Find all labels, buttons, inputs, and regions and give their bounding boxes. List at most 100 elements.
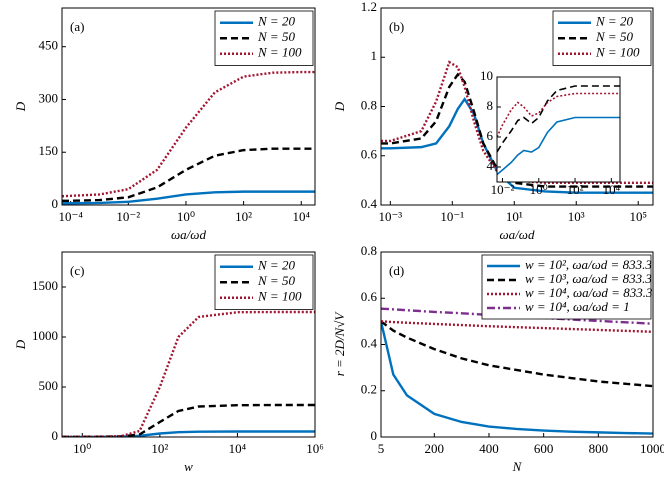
x-tick-label: 10⁶ bbox=[306, 441, 324, 456]
y-tick-label: 1500 bbox=[32, 278, 58, 293]
axes-box bbox=[496, 76, 621, 183]
series-line bbox=[62, 403, 315, 437]
series-line bbox=[62, 70, 315, 198]
panel-label: (b) bbox=[389, 19, 404, 34]
panel-label: (c) bbox=[70, 263, 84, 278]
panel: 10⁻⁴ 10⁻² 10⁰ 10² 10⁴ 0 150 300 450 (a) ωa/ωd D N = … bbox=[13, 7, 316, 242]
y-tick-label: 0.2 bbox=[361, 382, 377, 397]
legend-label: N = 50 bbox=[595, 29, 633, 44]
x-tick-label: 10⁻² bbox=[491, 182, 515, 197]
legend: w = 10², ωa/ωd = 833.3w = 10³, ωa/ωd = 8… bbox=[481, 254, 653, 320]
x-tick-label: 10⁰ bbox=[177, 209, 195, 224]
y-tick-label: 0.8 bbox=[361, 243, 377, 258]
y-tick-label: 450 bbox=[39, 38, 59, 53]
x-tick-label: 10³ bbox=[568, 209, 585, 224]
legend-label: w = 10⁴, ωa/ωd = 1 bbox=[525, 299, 630, 314]
x-tick-label: 10⁰ bbox=[530, 182, 548, 197]
legend-label: N = 20 bbox=[595, 14, 633, 29]
y-tick-label: 0.4 bbox=[361, 196, 378, 211]
x-tick-label: 200 bbox=[425, 441, 445, 456]
legend-label: N = 50 bbox=[257, 273, 295, 288]
legend-label: N = 100 bbox=[257, 289, 302, 304]
axes-box bbox=[380, 251, 654, 438]
y-tick-label: 0.8 bbox=[361, 97, 377, 112]
panel-label: (d) bbox=[389, 263, 404, 278]
legend: N = 20N = 50N = 100 bbox=[214, 10, 314, 66]
y-tick-label: 1.2 bbox=[361, 0, 377, 14]
x-tick-label: 10⁻³ bbox=[378, 209, 402, 224]
y-tick-label: 0.6 bbox=[361, 289, 378, 304]
y-tick-label: 0 bbox=[52, 196, 59, 211]
legend-label: N = 100 bbox=[257, 45, 302, 60]
x-tick-label: 10² bbox=[567, 182, 584, 197]
legend-label: N = 20 bbox=[257, 14, 295, 29]
series-line bbox=[381, 320, 653, 388]
x-tick-label: 10⁻² bbox=[116, 209, 140, 224]
x-tick-label: 800 bbox=[589, 441, 609, 456]
series-line bbox=[497, 116, 620, 176]
x-tick-label: 10⁻¹ bbox=[440, 209, 464, 224]
x-tick-label: 10⁴ bbox=[603, 182, 621, 197]
y-tick-label: 6 bbox=[487, 128, 494, 143]
series-line bbox=[381, 320, 653, 333]
series-line bbox=[381, 307, 653, 325]
y-axis-label: D bbox=[13, 339, 28, 350]
panel-label: (a) bbox=[70, 19, 84, 34]
y-tick-label: 10 bbox=[480, 68, 493, 83]
series-line bbox=[497, 85, 620, 153]
y-axis-label: r = 2D/N√V bbox=[332, 311, 347, 377]
x-tick-label: 1000 bbox=[640, 441, 664, 456]
y-tick-label: 1000 bbox=[32, 328, 58, 343]
x-tick-label: 400 bbox=[479, 441, 499, 456]
y-tick-label: 0 bbox=[371, 428, 378, 443]
y-axis-label: D bbox=[13, 101, 28, 112]
y-tick-label: 150 bbox=[39, 143, 59, 158]
x-tick-label: 5 bbox=[378, 441, 385, 456]
legend-label: w = 10⁴, ωa/ωd = 833.3 bbox=[525, 285, 653, 300]
x-axis-label: ωa/ωd bbox=[500, 227, 535, 242]
axes-box bbox=[380, 7, 654, 206]
x-tick-label: 10⁴ bbox=[292, 209, 310, 224]
legend: N = 20N = 50N = 100 bbox=[214, 254, 314, 310]
axes-box bbox=[61, 7, 316, 206]
series-line bbox=[62, 190, 315, 205]
panel: 5 200 400 600 800 1000 0 0.2 0.4 0.6 0.8 (d) Nr = 2D… bbox=[332, 243, 664, 474]
legend-label: w = 10³, ωa/ωd = 833.3 bbox=[525, 271, 652, 286]
x-tick-label: 10⁴ bbox=[229, 441, 247, 456]
y-tick-label: 8 bbox=[487, 98, 494, 113]
x-tick-label: 10² bbox=[235, 209, 252, 224]
series-line bbox=[381, 321, 653, 435]
y-tick-label: 500 bbox=[39, 378, 59, 393]
x-tick-label: 10¹ bbox=[506, 209, 523, 224]
axes-box bbox=[61, 251, 316, 438]
series-line bbox=[62, 310, 315, 437]
x-tick-label: 10⁻⁴ bbox=[58, 209, 83, 224]
y-tick-label: 0.4 bbox=[361, 335, 378, 350]
y-tick-label: 300 bbox=[39, 90, 59, 105]
legend-box bbox=[214, 10, 314, 66]
inset-background bbox=[497, 77, 620, 182]
series-line bbox=[381, 60, 653, 185]
legend-label: w = 10², ωa/ωd = 833.3 bbox=[525, 257, 652, 272]
y-tick-label: 0 bbox=[52, 428, 59, 443]
panel: 10⁻³ 10⁻¹ 10¹ 10³ 10⁵ 0.4 0.6 0.8 1 1.2 (b) ωa/ωd D N… bbox=[332, 0, 654, 242]
x-axis-label: N bbox=[512, 459, 523, 474]
legend-label: N = 20 bbox=[257, 258, 295, 273]
x-tick-label: 10⁰ bbox=[73, 441, 91, 456]
y-tick-label: 4 bbox=[487, 158, 494, 173]
panel: 10⁰ 10² 10⁴ 10⁶ 0 500 1000 1500 (c) w D N = 20N = 5… bbox=[13, 251, 324, 474]
series-line bbox=[381, 72, 653, 188]
series-line bbox=[62, 147, 315, 202]
x-tick-label: 10² bbox=[151, 441, 168, 456]
series-line bbox=[497, 92, 620, 138]
x-tick-label: 600 bbox=[534, 441, 554, 456]
x-tick-label: 10⁵ bbox=[629, 209, 647, 224]
y-tick-label: 0.6 bbox=[361, 147, 378, 162]
x-axis-label: w bbox=[184, 459, 193, 474]
inset: 10⁻² 10⁰ 10² 10⁴ 4 6 8 10 bbox=[480, 68, 621, 197]
y-tick-label: 1 bbox=[371, 48, 378, 63]
y-axis-label: D bbox=[332, 101, 347, 112]
legend-label: N = 50 bbox=[257, 29, 295, 44]
legend: N = 20N = 50N = 100 bbox=[552, 10, 652, 66]
